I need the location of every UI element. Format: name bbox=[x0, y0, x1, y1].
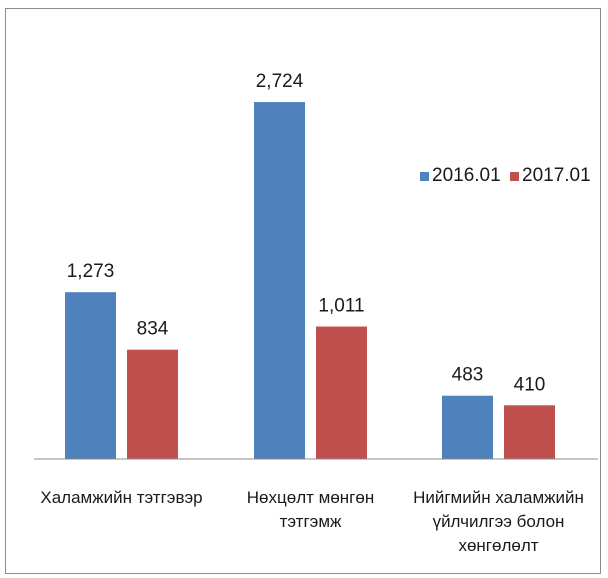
legend-swatch-1 bbox=[510, 172, 519, 181]
value-label-0-1: 2,724 bbox=[256, 71, 304, 92]
value-label-0-2: 483 bbox=[452, 365, 484, 386]
value-label-1-0: 834 bbox=[137, 319, 169, 340]
category-label-2-2: хөнгөлөлт bbox=[458, 536, 538, 555]
value-label-0-0: 1,273 bbox=[67, 261, 115, 282]
bar-1-1 bbox=[316, 326, 367, 459]
value-label-1-2: 410 bbox=[514, 374, 546, 395]
category-label-0-0: Халамжийн тэтгэвэр bbox=[40, 488, 202, 507]
legend-label-0: 2016.01 bbox=[432, 165, 501, 186]
legend-swatch-0 bbox=[420, 172, 429, 181]
legend: 2016.01 2017.01 bbox=[420, 165, 591, 186]
category-label-1-1: тэтгэмж bbox=[280, 512, 342, 531]
bar-1-0 bbox=[127, 349, 178, 459]
category-labels: Халамжийн тэтгэвэр Нөхцөлт мөнгөн тэтгэмж Н… bbox=[40, 488, 584, 555]
value-labels: 1,273 2,724 483 834 1,011 410 bbox=[67, 71, 546, 395]
bar-0-1 bbox=[254, 102, 305, 459]
bar-chart: 1,273 2,724 483 834 1,011 410 Халамжийн тэтгэ… bbox=[34, 71, 598, 555]
bar-0-2 bbox=[442, 395, 493, 459]
category-label-2-1: үйлчилгээ болон bbox=[433, 512, 565, 531]
legend-label-1: 2017.01 bbox=[522, 165, 591, 186]
bars-layer bbox=[65, 102, 555, 459]
value-label-1-1: 1,011 bbox=[318, 296, 364, 317]
category-label-2-0: Нийгмийн халамжийн bbox=[413, 488, 584, 507]
bar-0-0 bbox=[65, 292, 116, 459]
category-label-1-0: Нөхцөлт мөнгөн bbox=[247, 488, 374, 507]
bar-1-2 bbox=[504, 405, 555, 459]
chart-frame: 1,273 2,724 483 834 1,011 410 Халамжийн тэтгэ… bbox=[5, 8, 601, 574]
